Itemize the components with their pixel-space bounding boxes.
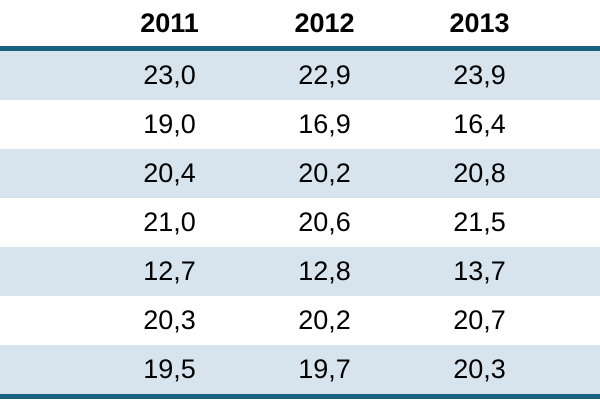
column-header-2012: 2012 [294, 7, 355, 38]
table-cell: 20,6 [298, 207, 351, 237]
table-cell: 21,0 [143, 207, 196, 237]
table-cell: 19,0 [143, 109, 196, 139]
table-cell: 20,7 [453, 305, 506, 335]
column-header-2013: 2013 [449, 7, 510, 38]
table-cell: 16,4 [453, 109, 506, 139]
table-cell: 20,2 [298, 305, 351, 335]
column-header-2011: 2011 [140, 7, 199, 38]
table-cell: 23,0 [143, 60, 196, 90]
table-cell: 20,3 [143, 305, 196, 335]
table-row: 23,0 22,9 23,9 [0, 51, 600, 100]
table-row: 19,0 16,9 16,4 [0, 100, 600, 149]
table-row: 19,5 19,7 20,3 [0, 345, 600, 394]
table-cell: 13,7 [453, 256, 506, 286]
table-cell: 22,9 [298, 60, 351, 90]
table-cell: 20,4 [143, 158, 196, 188]
table-cell: 12,7 [143, 256, 196, 286]
header-rule [0, 46, 600, 51]
table-header-row: 2011 2012 2013 [0, 0, 600, 46]
table-row: 12,7 12,8 13,7 [0, 247, 600, 296]
table-cell: 12,8 [298, 256, 351, 286]
table-row: 21,0 20,6 21,5 [0, 198, 600, 247]
table-cell: 21,5 [453, 207, 506, 237]
table-row: 20,4 20,2 20,8 [0, 149, 600, 198]
bottom-rule [0, 394, 600, 399]
table-cell: 16,9 [298, 109, 351, 139]
table-cell: 19,5 [143, 354, 196, 384]
table-cell: 20,2 [298, 158, 351, 188]
table-cell: 23,9 [453, 60, 506, 90]
table-row: 20,3 20,2 20,7 [0, 296, 600, 345]
table-cell: 20,8 [453, 158, 506, 188]
table-cell: 19,7 [298, 354, 351, 384]
table-cell: 20,3 [453, 354, 506, 384]
